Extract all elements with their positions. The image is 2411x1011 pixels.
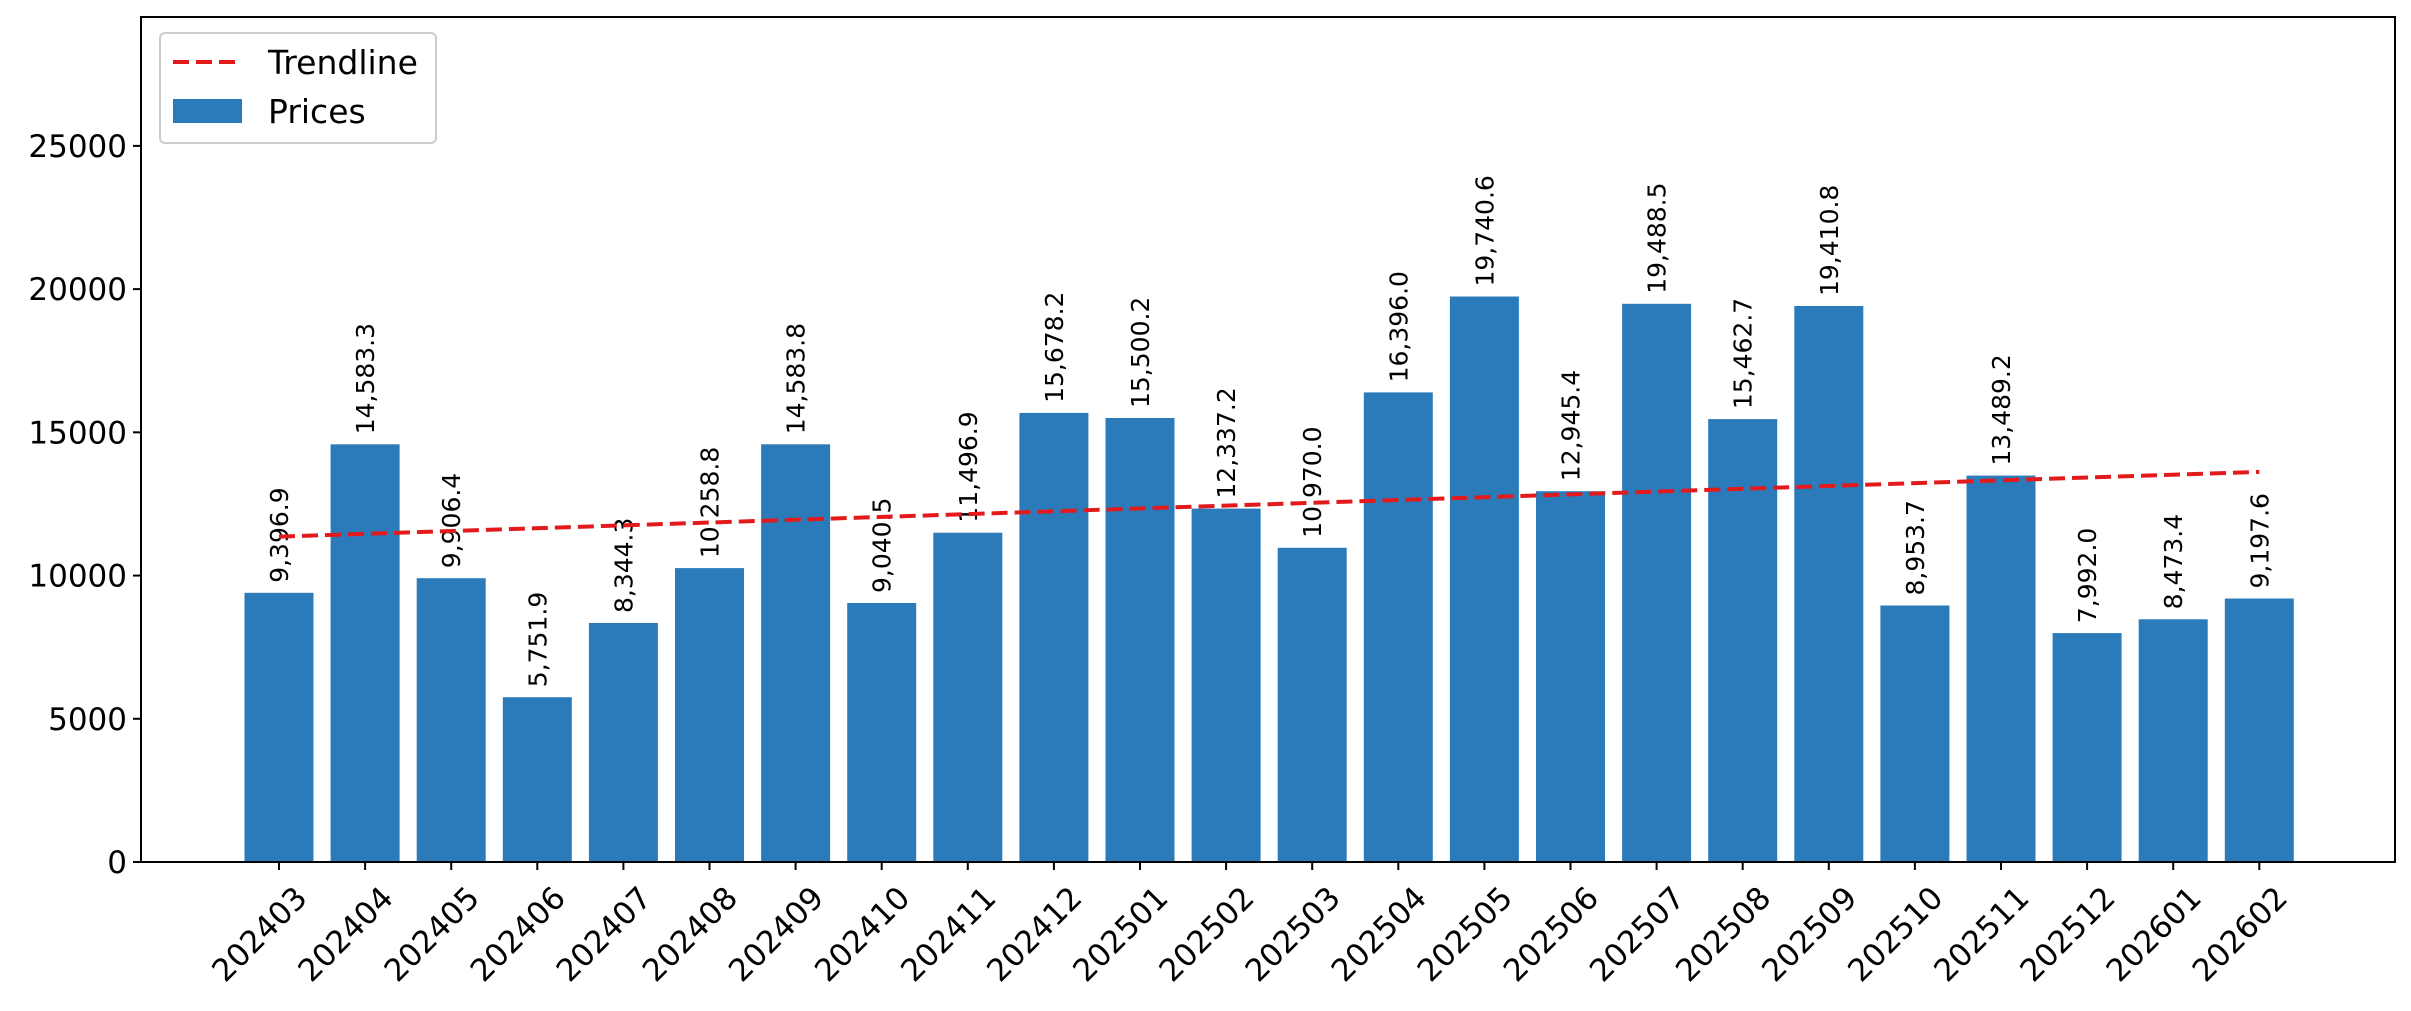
legend-prices-label: Prices [268, 92, 366, 131]
bar-value-label: 10,970.0 [1298, 426, 1327, 537]
legend-trendline-label: Trendline [267, 43, 418, 82]
bar-value-label: 16,396.0 [1384, 271, 1413, 382]
legend-prices-swatch [173, 99, 242, 123]
x-tick-label: 202506 [1497, 880, 1606, 989]
bar-202504 [1363, 392, 1433, 862]
x-tick-label: 202404 [291, 880, 400, 989]
x-tick-label: 202602 [2186, 880, 2295, 989]
x-tick-label: 202504 [1325, 880, 1434, 989]
bar-202509 [1794, 306, 1864, 862]
bar-value-label: 15,678.2 [1040, 292, 1069, 403]
x-tick-label: 202512 [2013, 880, 2122, 989]
x-tick-label: 202502 [1152, 880, 1261, 989]
y-tick-label: 15000 [28, 415, 127, 451]
bar-value-label: 7,992.0 [2073, 528, 2102, 623]
x-tick-label: 202508 [1669, 880, 1778, 989]
bar-value-label: 15,500.2 [1126, 297, 1155, 408]
x-tick-label: 202410 [808, 880, 917, 989]
x-tick-label: 202509 [1755, 880, 1864, 989]
bar-202411 [933, 532, 1003, 862]
bar-202406 [502, 697, 572, 862]
x-tick-label: 202505 [1411, 880, 1520, 989]
bar-202405 [416, 578, 486, 862]
x-tick-label: 202412 [980, 880, 1089, 989]
x-tick-label: 202408 [636, 880, 745, 989]
x-tick-label: 202409 [722, 880, 831, 989]
bar-202408 [675, 568, 744, 862]
bar-202512 [2052, 633, 2122, 862]
bar-202502 [1191, 508, 1261, 862]
bar-202407 [588, 623, 658, 862]
y-tick-label: 5000 [48, 702, 127, 738]
bar-202602 [2224, 598, 2294, 862]
x-tick-label: 202507 [1583, 880, 1692, 989]
x-tick-label: 202503 [1239, 880, 1348, 989]
y-tick-label: 25000 [28, 129, 127, 165]
bar-value-label: 12,945.4 [1557, 370, 1586, 481]
bar-202410 [847, 603, 917, 862]
bar-202601 [2138, 619, 2208, 862]
bar-value-label: 12,337.2 [1212, 387, 1241, 498]
bar-value-label: 8,344.3 [609, 518, 638, 613]
bar-value-label: 8,473.4 [2159, 514, 2188, 609]
bar-202506 [1536, 491, 1605, 862]
legend: Trendline Prices [159, 32, 437, 144]
trendline [278, 469, 2260, 539]
x-tick-label: 202406 [464, 880, 573, 989]
bar-value-label: 19,410.8 [1815, 185, 1844, 296]
bar-value-label: 11,496.9 [954, 411, 983, 522]
bar-202503 [1277, 547, 1347, 862]
y-tick-label: 10000 [28, 559, 127, 595]
bar-202508 [1708, 419, 1778, 862]
x-tick-label: 202601 [2100, 880, 2209, 989]
bar-value-label: 9,040.5 [868, 498, 897, 593]
x-tick-label: 202411 [894, 880, 1003, 989]
bar-202501 [1105, 418, 1175, 862]
bar-value-label: 19,740.6 [1470, 175, 1499, 286]
bar-value-label: 14,583.8 [782, 323, 811, 434]
bar-202404 [330, 444, 400, 862]
bar-value-label: 13,489.2 [1987, 354, 2016, 465]
x-tick-label: 202403 [205, 880, 314, 989]
bar-202505 [1449, 296, 1519, 862]
x-tick-label: 202501 [1066, 880, 1175, 989]
bars-group [244, 296, 2294, 862]
plot-frame [140, 16, 2396, 863]
bar-value-label: 9,197.6 [2245, 493, 2274, 588]
bar-value-label: 10,258.8 [696, 447, 725, 558]
bar-202412 [1019, 412, 1089, 862]
bar-202510 [1880, 605, 1950, 862]
bar-202511 [1966, 475, 2036, 862]
x-tick-label: 202510 [1841, 880, 1950, 989]
x-tick-label: 202511 [1927, 880, 2036, 989]
bar-202409 [761, 444, 831, 862]
bar-202403 [244, 592, 314, 862]
x-tick-label: 202407 [550, 880, 659, 989]
bar-value-label: 19,488.5 [1643, 182, 1672, 293]
bar-202507 [1622, 303, 1692, 862]
x-tick-label: 202405 [378, 880, 487, 989]
bar-value-label: 14,583.3 [351, 323, 380, 434]
y-tick-label: 0 [107, 845, 127, 881]
y-axis: 0 5000 10000 15000 20000 25000 [28, 129, 141, 881]
y-tick-label: 20000 [28, 272, 127, 308]
bar-value-label: 15,462.7 [1729, 298, 1758, 409]
x-axis: 2024032024042024052024062024072024082024… [205, 862, 2295, 989]
bar-value-label: 9,906.4 [437, 473, 466, 568]
bar-value-label: 8,953.7 [1901, 500, 1930, 595]
bar-value-label: 5,751.9 [523, 592, 552, 687]
